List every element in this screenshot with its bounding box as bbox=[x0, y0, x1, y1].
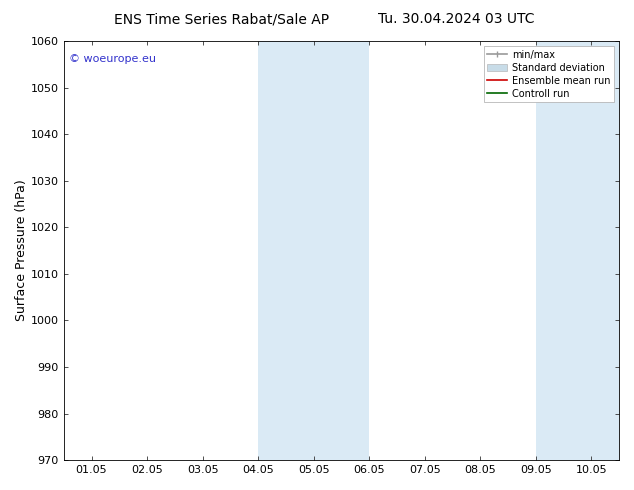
Bar bbox=[258, 41, 369, 460]
Text: © woeurope.eu: © woeurope.eu bbox=[69, 53, 157, 64]
Y-axis label: Surface Pressure (hPa): Surface Pressure (hPa) bbox=[15, 180, 28, 321]
Text: Tu. 30.04.2024 03 UTC: Tu. 30.04.2024 03 UTC bbox=[378, 12, 534, 26]
Text: ENS Time Series Rabat/Sale AP: ENS Time Series Rabat/Sale AP bbox=[114, 12, 330, 26]
Bar bbox=[536, 41, 619, 460]
Legend: min/max, Standard deviation, Ensemble mean run, Controll run: min/max, Standard deviation, Ensemble me… bbox=[484, 46, 614, 102]
